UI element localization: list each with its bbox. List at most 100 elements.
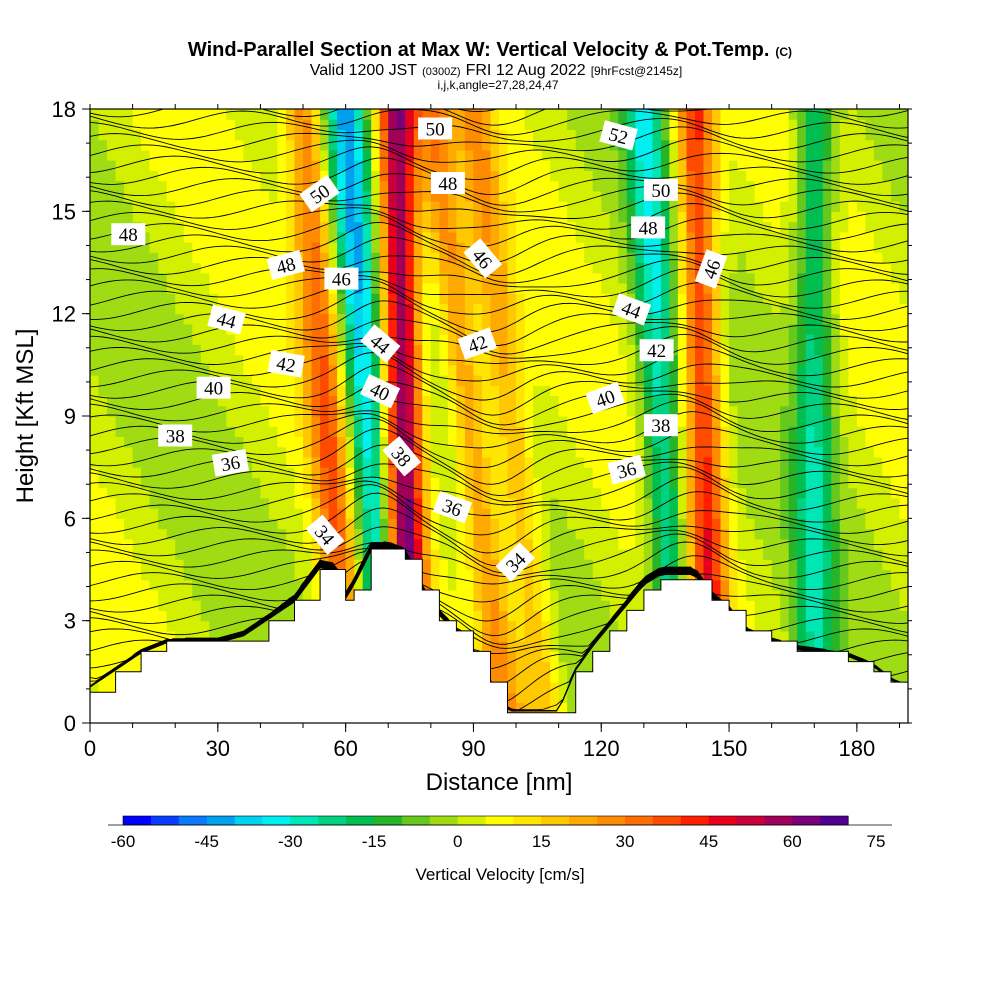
vv-cell (635, 416, 645, 427)
vv-cell (183, 109, 193, 120)
vv-cell (541, 119, 551, 130)
vv-cell (754, 272, 764, 284)
vv-cell (771, 630, 781, 642)
vv-cell (149, 385, 159, 397)
vv-cell (217, 293, 227, 304)
vv-cell (251, 129, 261, 141)
vv-cell (558, 549, 568, 560)
vv-cell (422, 211, 432, 223)
vv-cell (703, 559, 713, 571)
vv-cell (499, 630, 509, 642)
vv-cell (90, 518, 100, 530)
vv-cell (209, 487, 219, 499)
vv-cell (166, 477, 176, 489)
vv-cell (362, 416, 372, 427)
vv-cell (132, 508, 142, 519)
vv-cell (413, 272, 423, 284)
vv-cell (141, 180, 151, 192)
vv-cell (618, 620, 628, 632)
vv-cell (286, 334, 296, 345)
vv-cell (567, 549, 577, 560)
vv-cell (609, 549, 619, 560)
vv-cell (695, 303, 705, 315)
vv-cell (473, 395, 483, 407)
vv-cell (626, 109, 636, 120)
vv-cell (132, 149, 142, 161)
vv-cell (328, 303, 338, 315)
vv-cell (200, 201, 210, 212)
vv-cell (567, 446, 577, 458)
vv-cell (677, 375, 687, 386)
vv-cell (695, 119, 705, 130)
vv-cell (584, 344, 594, 356)
vv-cell (234, 221, 244, 233)
vv-cell (379, 508, 389, 519)
vv-cell (439, 252, 449, 264)
vv-cell (754, 579, 764, 591)
vv-cell (362, 293, 372, 304)
vv-cell (626, 119, 636, 130)
vv-cell (107, 508, 117, 519)
vv-cell (729, 170, 739, 182)
vv-cell (439, 242, 449, 253)
vv-cell (626, 323, 636, 335)
vv-cell (328, 231, 338, 243)
vv-cell (354, 293, 364, 304)
vv-cell (482, 426, 492, 437)
vv-cell (533, 610, 543, 622)
vv-cell (362, 364, 372, 376)
vv-cell (379, 487, 389, 499)
vv-cell (379, 375, 389, 386)
vv-cell (626, 416, 636, 427)
vv-cell (192, 139, 202, 151)
vv-cell (541, 467, 551, 478)
vv-cell (124, 579, 134, 591)
vv-cell (558, 293, 568, 304)
vv-cell (592, 231, 602, 243)
vv-cell (771, 416, 781, 427)
vv-cell (626, 272, 636, 284)
vv-cell (175, 416, 185, 427)
vv-cell (183, 446, 193, 458)
vv-cell (737, 293, 747, 304)
vv-cell (268, 293, 278, 304)
vv-cell (677, 149, 687, 161)
vv-cell (771, 375, 781, 386)
vv-cell (780, 630, 790, 642)
vv-cell (609, 590, 619, 601)
vv-cell (447, 313, 457, 325)
vv-cell (695, 518, 705, 530)
vv-cell (584, 518, 594, 530)
vv-cell (217, 487, 227, 499)
vv-cell (558, 180, 568, 192)
vv-cell (192, 405, 202, 417)
vv-cell (720, 456, 730, 468)
vv-cell (311, 538, 321, 550)
vv-cell (166, 354, 176, 366)
vv-cell (609, 416, 619, 427)
vv-cell (328, 119, 338, 130)
vv-cell (746, 344, 756, 356)
vv-cell (541, 456, 551, 468)
vv-cell (311, 395, 321, 407)
vv-cell (430, 252, 440, 264)
vv-cell (712, 283, 722, 294)
vv-cell (226, 139, 236, 151)
vv-cell (746, 405, 756, 417)
vv-cell (226, 538, 236, 550)
vv-cell (379, 426, 389, 437)
vv-cell (447, 272, 457, 284)
vv-cell (354, 180, 364, 192)
vv-cell (107, 467, 117, 478)
vv-cell (234, 416, 244, 427)
vv-cell (149, 487, 159, 499)
vv-cell (780, 252, 790, 264)
vv-cell (771, 620, 781, 632)
vv-cell (311, 590, 321, 601)
vv-cell (575, 231, 585, 243)
vv-cell (558, 160, 568, 171)
vv-cell (90, 354, 100, 366)
vv-cell (98, 119, 108, 130)
vv-cell (439, 446, 449, 458)
vv-cell (303, 344, 313, 356)
